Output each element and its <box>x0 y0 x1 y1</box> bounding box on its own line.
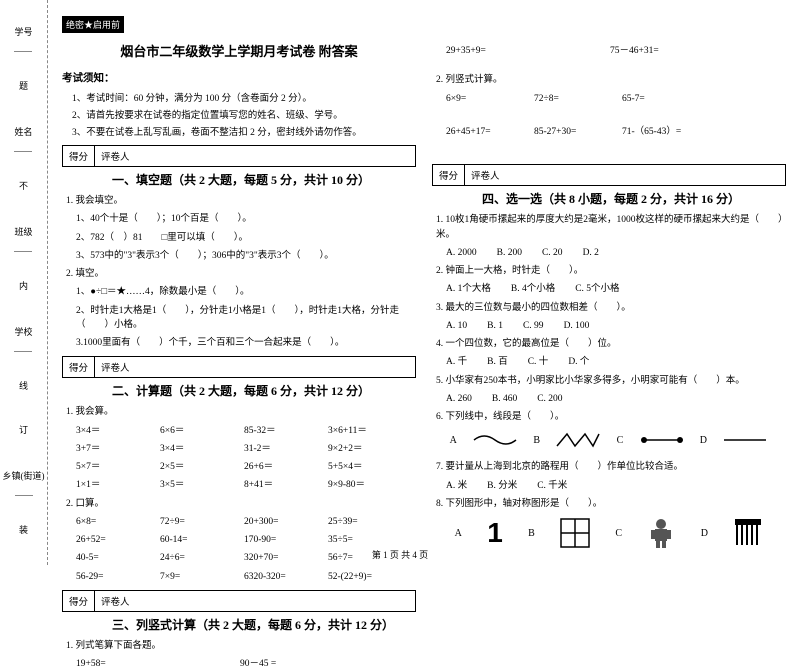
segment-icon <box>639 430 685 450</box>
underline <box>15 486 33 496</box>
mc-question: 6. 下列线中，线段是（ ）。 <box>436 410 786 424</box>
line-shapes: A B C D <box>442 430 776 450</box>
dash-char: 内 <box>17 281 30 296</box>
grader-label: 评卷人 <box>465 165 506 185</box>
mc-question: 1. 10枚1角硬币摞起来的厚度大约是2毫米，1000枚这样的硬币摞起来大约是（… <box>436 213 786 242</box>
question: 2. 口算。 <box>66 497 416 511</box>
bind-label: 乡镇(街道) <box>3 469 45 482</box>
underline <box>14 42 32 52</box>
notice-title: 考试须知： <box>62 70 416 85</box>
opt-label: C <box>615 528 622 539</box>
section-title: 四、选一选（共 8 小题，每题 2 分，共计 16 分） <box>482 190 786 207</box>
score-box: 得分评卷人 <box>432 164 786 186</box>
curve-icon <box>472 430 518 450</box>
section-title: 二、计算题（共 2 大题，每题 6 分，共计 12 分） <box>112 382 416 399</box>
score-box: 得分评卷人 <box>62 590 416 612</box>
grader-label: 评卷人 <box>95 357 136 377</box>
calc-row: 19+58=90－45 = <box>76 657 416 671</box>
symmetry-shapes: A 1 B C D <box>442 517 776 549</box>
bind-label: 学号 <box>14 25 32 38</box>
sub-question: 1、40个十是（ ）；10个百是（ ）。 <box>76 212 416 226</box>
mc-options: A. 10B. 1C. 99D. 100 <box>446 319 786 333</box>
score-box: 得分评卷人 <box>62 145 416 167</box>
question: 2. 列竖式计算。 <box>436 73 786 87</box>
question: 1. 我会算。 <box>66 405 416 419</box>
opt-label: A <box>450 435 457 446</box>
section-title: 一、填空题（共 2 大题，每题 5 分，共计 10 分） <box>112 171 416 188</box>
sub-question: 1、●÷□＝★……4，除数最小是（ ）。 <box>76 285 416 299</box>
mc-options: A. 2000B. 200C. 20D. 2 <box>446 246 786 260</box>
dash-char: 不 <box>17 181 30 196</box>
opt-label: A <box>455 528 462 539</box>
sub-question: 3.1000里面有（ ）个千，三个百和三个一合起来是（ ）。 <box>76 336 416 350</box>
question: 2. 填空。 <box>66 267 416 281</box>
question: 1. 列式笔算下面各题。 <box>66 639 416 653</box>
grid-square-icon <box>560 518 590 548</box>
dash-char: 装 <box>17 525 30 540</box>
notice-item: 1、考试时间：60 分钟，满分为 100 分（含卷面分 2 分）。 <box>72 90 416 104</box>
notice-item: 3、不要在试卷上乱写乱画，卷面不整洁扣 2 分，密封线外请勿作答。 <box>72 124 416 138</box>
mc-question: 4. 一个四位数，它的最高位是（ ）位。 <box>436 337 786 351</box>
notice-block: 1、考试时间：60 分钟，满分为 100 分（含卷面分 2 分）。 2、请首先按… <box>62 87 416 141</box>
mc-question: 3. 最大的三位数与最小的四位数相差（ ）。 <box>436 301 786 315</box>
mc-question: 7. 要计量从上海到北京的路程用（ ）作单位比较合适。 <box>436 460 786 474</box>
mc-question: 2. 钟面上一大格，时针走（ ）。 <box>436 264 786 278</box>
calc-row: 26+52=60-14=170-90=35÷5= <box>76 533 416 547</box>
opt-label: B <box>528 528 535 539</box>
calc-row: 6×9=72÷8=65-7= <box>446 92 786 106</box>
underline <box>14 242 32 252</box>
score-label: 得分 <box>63 591 95 611</box>
calc-row: 29+35+9=75－46+31= <box>446 44 786 58</box>
bind-label: 班级 <box>14 225 32 238</box>
person-icon <box>647 517 675 549</box>
exam-title: 烟台市二年级数学上学期月考试卷 附答案 <box>62 41 416 60</box>
section-title: 三、列竖式计算（共 2 大题，每题 6 分，共计 12 分） <box>112 616 416 633</box>
sub-question: 2、782（ ）81 □里可以填（ ）。 <box>76 231 416 245</box>
page-footer: 第 1 页 共 4 页 <box>0 548 800 561</box>
opt-label: D <box>700 435 707 446</box>
mc-options: A. 1个大格B. 4个小格C. 5个小格 <box>446 282 786 296</box>
dash-char: 线 <box>17 381 30 396</box>
digit-one-icon: 1 <box>487 517 503 549</box>
dash-char: 题 <box>17 81 30 96</box>
comb-icon <box>733 517 763 549</box>
question: 1. 我会填空。 <box>66 194 416 208</box>
secret-tag: 绝密★启用前 <box>62 16 124 33</box>
sub-question: 2、时针走1大格是1（ ），分针走1小格是1（ ），时针走1大格，分针走（ ）小… <box>76 304 416 333</box>
mc-options: A. 米B. 分米C. 千米 <box>446 479 786 493</box>
calc-row: 3+7＝3×4＝31-2＝9×2+2＝ <box>76 442 416 456</box>
mc-question: 8. 下列图形中，轴对称图形是（ ）。 <box>436 497 786 511</box>
underline <box>14 142 32 152</box>
opt-label: B <box>533 435 540 446</box>
mc-options: A. 千B. 百C. 十D. 个 <box>446 355 786 369</box>
calc-row: 6×8=72÷9=20+300=25÷39= <box>76 515 416 529</box>
calc-row: 3×4＝6×6＝85-32＝3×6+11＝ <box>76 424 416 438</box>
binding-margin: 学号 题 姓名 不 班级 内 学校 线 订 乡镇(街道) 装 <box>0 0 48 565</box>
grader-label: 评卷人 <box>95 146 136 166</box>
score-label: 得分 <box>433 165 465 185</box>
underline <box>14 342 32 352</box>
opt-label: C <box>617 435 624 446</box>
score-label: 得分 <box>63 146 95 166</box>
ray-icon <box>722 430 768 450</box>
left-column: 绝密★启用前 烟台市二年级数学上学期月考试卷 附答案 考试须知： 1、考试时间：… <box>62 16 416 557</box>
grader-label: 评卷人 <box>95 591 136 611</box>
calc-row: 1×1＝3×5＝8+41＝9×9-80＝ <box>76 478 416 492</box>
mc-options: A. 260B. 460C. 200 <box>446 392 786 406</box>
sub-question: 3、573中的"3"表示3个（ ）；306中的"3"表示3个（ ）。 <box>76 249 416 263</box>
content-area: 绝密★启用前 烟台市二年级数学上学期月考试卷 附答案 考试须知： 1、考试时间：… <box>48 0 800 565</box>
mc-question: 5. 小华家有250本书，小明家比小华家多得多，小明家可能有（ ）本。 <box>436 374 786 388</box>
calc-row: 26+45+17=85-27+30=71-（65-43）= <box>446 125 786 139</box>
calc-row: 56-29=7×9=6320-320=52-(22+9)= <box>76 570 416 584</box>
score-label: 得分 <box>63 357 95 377</box>
calc-row: 5×7＝2×5＝26+6＝5+5×4＝ <box>76 460 416 474</box>
bind-label: 学校 <box>14 325 32 338</box>
notice-item: 2、请首先按要求在试卷的指定位置填写您的姓名、班级、学号。 <box>72 107 416 121</box>
opt-label: D <box>701 528 708 539</box>
zigzag-icon <box>555 430 601 450</box>
right-column: 29+35+9=75－46+31= 2. 列竖式计算。 6×9=72÷8=65-… <box>432 16 786 557</box>
dash-char: 订 <box>17 425 30 440</box>
bind-label: 姓名 <box>14 125 32 138</box>
score-box: 得分评卷人 <box>62 356 416 378</box>
